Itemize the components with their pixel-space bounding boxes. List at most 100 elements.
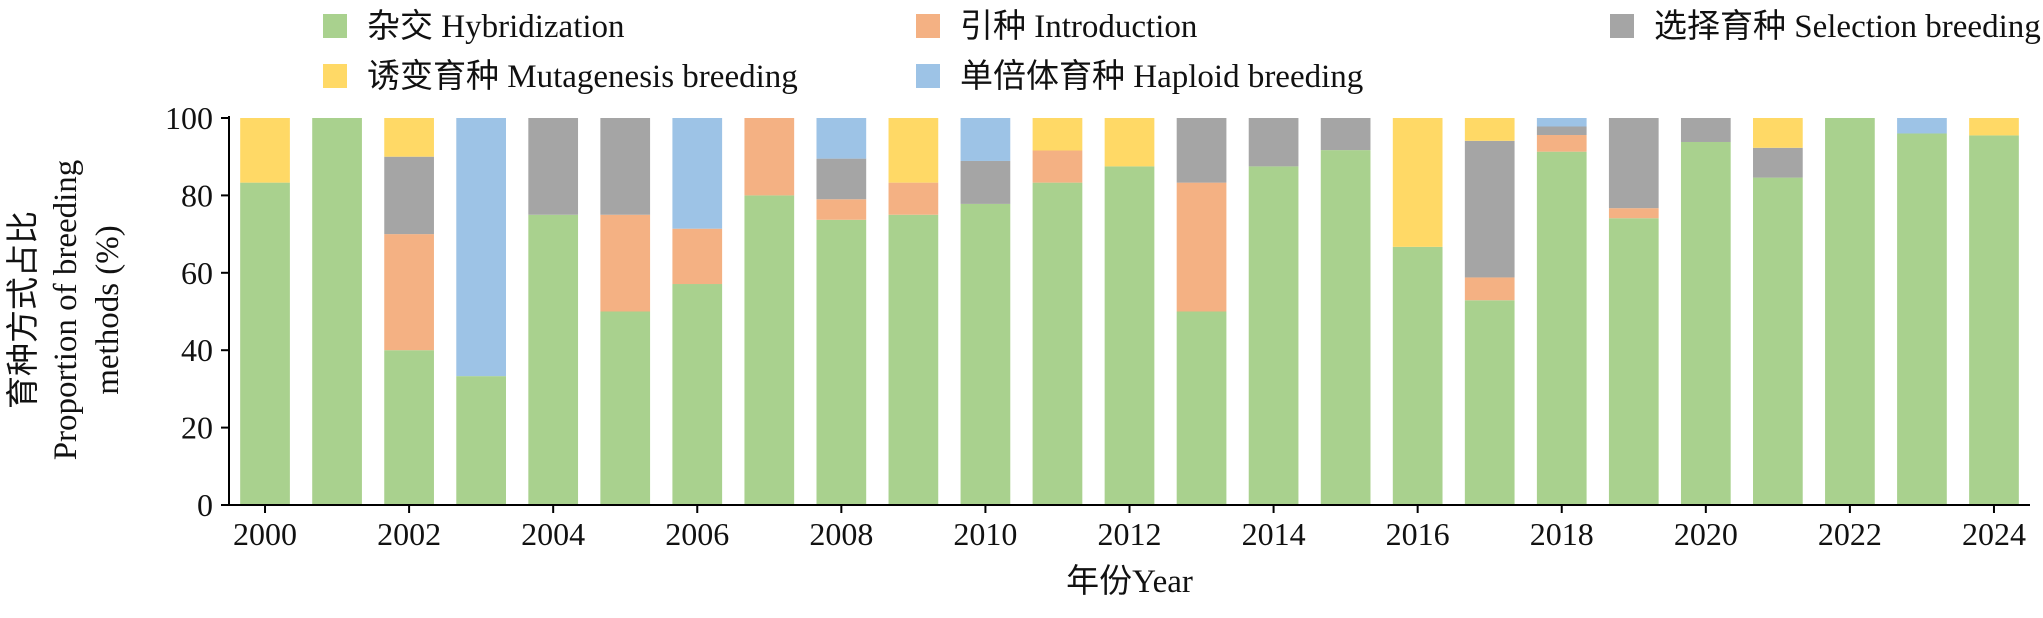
y-tick-label-100: 100	[165, 100, 213, 136]
bar-2010-selection-breeding	[960, 160, 1011, 204]
bar-2008-hybridization	[816, 219, 867, 505]
x-tick-label-2024: 2024	[1962, 516, 2026, 552]
bar-2021-hybridization	[1753, 177, 1803, 505]
bar-2018-selection-breeding	[1536, 126, 1587, 136]
y-tick-label-40: 40	[181, 332, 213, 368]
bar-2016-mutagenesis-breeding	[1392, 118, 1443, 247]
bar-2023-haploid-breeding	[1897, 118, 1947, 134]
bar-2006-hybridization	[672, 284, 723, 505]
bar-2005-introduction	[600, 214, 651, 312]
bar-2016-hybridization	[1392, 246, 1443, 505]
bar-2019-hybridization	[1608, 218, 1659, 506]
legend-swatch-hybridization	[323, 14, 347, 38]
bar-2017-introduction	[1464, 277, 1515, 301]
bar-2010-haploid-breeding	[960, 118, 1011, 161]
bar-2001-hybridization	[312, 118, 362, 505]
x-tick-label-2006: 2006	[665, 516, 729, 552]
bar-2021-selection-breeding	[1753, 147, 1803, 178]
bar-2011-mutagenesis-breeding	[1032, 118, 1083, 151]
y-axis-title-line-2: Proportion of breeding	[48, 160, 84, 461]
bar-2005-selection-breeding	[600, 118, 651, 215]
bar-2019-introduction	[1608, 208, 1659, 219]
x-tick-label-2014: 2014	[1242, 516, 1306, 552]
bar-2017-mutagenesis-breeding	[1464, 118, 1515, 141]
bar-2003-haploid-breeding	[456, 118, 506, 377]
bar-2007-hybridization	[744, 195, 795, 505]
bar-2009-introduction	[888, 182, 939, 215]
bar-2010-hybridization	[960, 203, 1011, 505]
bar-2023-hybridization	[1897, 133, 1947, 506]
legend-swatch-introduction	[916, 14, 940, 38]
bar-2002-introduction	[384, 234, 434, 351]
legend-label-selection-breeding: 选择育种 Selection breeding	[1654, 8, 2041, 45]
bar-2019-selection-breeding	[1608, 118, 1659, 209]
bar-2013-selection-breeding	[1176, 118, 1227, 183]
bar-2008-selection-breeding	[816, 158, 867, 200]
legend-label-hybridization: 杂交 Hybridization	[367, 8, 625, 45]
legend-label-introduction: 引种 Introduction	[960, 8, 1197, 45]
bar-2021-mutagenesis-breeding	[1753, 118, 1803, 148]
bar-2020-hybridization	[1680, 141, 1731, 506]
x-tick-label-2020: 2020	[1674, 516, 1738, 552]
y-axis-title-line-1: 育种方式占比	[5, 211, 42, 409]
x-tick-label-2018: 2018	[1530, 516, 1594, 552]
bar-2008-haploid-breeding	[816, 118, 867, 159]
bar-2011-hybridization	[1032, 182, 1083, 505]
x-tick-label-2008: 2008	[809, 516, 873, 552]
legend: 杂交 Hybridization 引种 Introduction 选择育种 Sele…	[323, 8, 2041, 95]
bar-2002-selection-breeding	[384, 156, 434, 235]
bar-2018-hybridization	[1536, 151, 1587, 506]
legend-label-mutagenesis-breeding: 诱变育种 Mutagenesis breeding	[367, 58, 798, 95]
axes: 0 20 40 60 80 100 2000 2002 2004 2006 2008 2010 2012…	[165, 100, 2030, 552]
bar-2006-introduction	[672, 228, 723, 285]
bar-2008-introduction	[816, 199, 867, 220]
bar-2020-selection-breeding	[1680, 118, 1731, 142]
x-tick-label-2004: 2004	[521, 516, 585, 552]
bar-2015-hybridization	[1320, 150, 1371, 505]
bar-2000-hybridization	[240, 182, 290, 505]
bar-2018-haploid-breeding	[1536, 118, 1587, 127]
legend-label-haploid-breeding: 单倍体育种 Haploid breeding	[960, 58, 1363, 95]
bar-2003-hybridization	[456, 376, 506, 505]
x-tick-label-2012: 2012	[1098, 516, 1162, 552]
x-axis-title: 年份Year	[1066, 563, 1193, 600]
bar-2011-introduction	[1032, 150, 1083, 183]
x-tick-label-2016: 2016	[1386, 516, 1450, 552]
bar-2018-introduction	[1536, 135, 1587, 152]
y-tick-label-80: 80	[181, 177, 213, 213]
x-tick-label-2010: 2010	[953, 516, 1017, 552]
x-tick-label-2000: 2000	[233, 516, 297, 552]
bar-2024-mutagenesis-breeding	[1969, 118, 2019, 136]
bar-2007-introduction	[744, 118, 795, 196]
bar-2002-mutagenesis-breeding	[384, 118, 434, 157]
bar-2000-mutagenesis-breeding	[240, 118, 290, 183]
bar-2013-hybridization	[1176, 311, 1227, 505]
y-tick-label-0: 0	[197, 487, 213, 523]
legend-swatch-haploid-breeding	[916, 64, 940, 88]
x-tick-label-2022: 2022	[1818, 516, 1882, 552]
bar-2024-hybridization	[1969, 135, 2019, 506]
legend-swatch-selection-breeding	[1610, 14, 1634, 38]
bar-2022-hybridization	[1825, 118, 1875, 505]
y-tick-label-60: 60	[181, 255, 213, 291]
bar-2004-hybridization	[528, 214, 579, 505]
y-tick-label-20: 20	[181, 410, 213, 446]
y-axis-title-line-3: methods (%)	[90, 225, 126, 395]
bar-2017-selection-breeding	[1464, 140, 1515, 278]
bar-2014-selection-breeding	[1248, 118, 1299, 167]
bar-2012-hybridization	[1104, 166, 1155, 506]
bar-2014-hybridization	[1248, 166, 1299, 506]
bar-2004-selection-breeding	[528, 118, 579, 215]
bar-2005-hybridization	[600, 311, 651, 505]
legend-swatch-mutagenesis-breeding	[323, 64, 347, 88]
x-tick-label-2002: 2002	[377, 516, 441, 552]
bar-2017-hybridization	[1464, 300, 1515, 505]
bar-2015-selection-breeding	[1320, 118, 1371, 151]
bar-2002-hybridization	[384, 350, 434, 505]
y-axis-title: 育种方式占比 Proportion of breeding methods (%)	[5, 160, 126, 461]
bar-2012-mutagenesis-breeding	[1104, 118, 1155, 167]
bar-2006-haploid-breeding	[672, 118, 723, 229]
bar-2013-introduction	[1176, 182, 1227, 312]
bar-2009-hybridization	[888, 214, 939, 505]
